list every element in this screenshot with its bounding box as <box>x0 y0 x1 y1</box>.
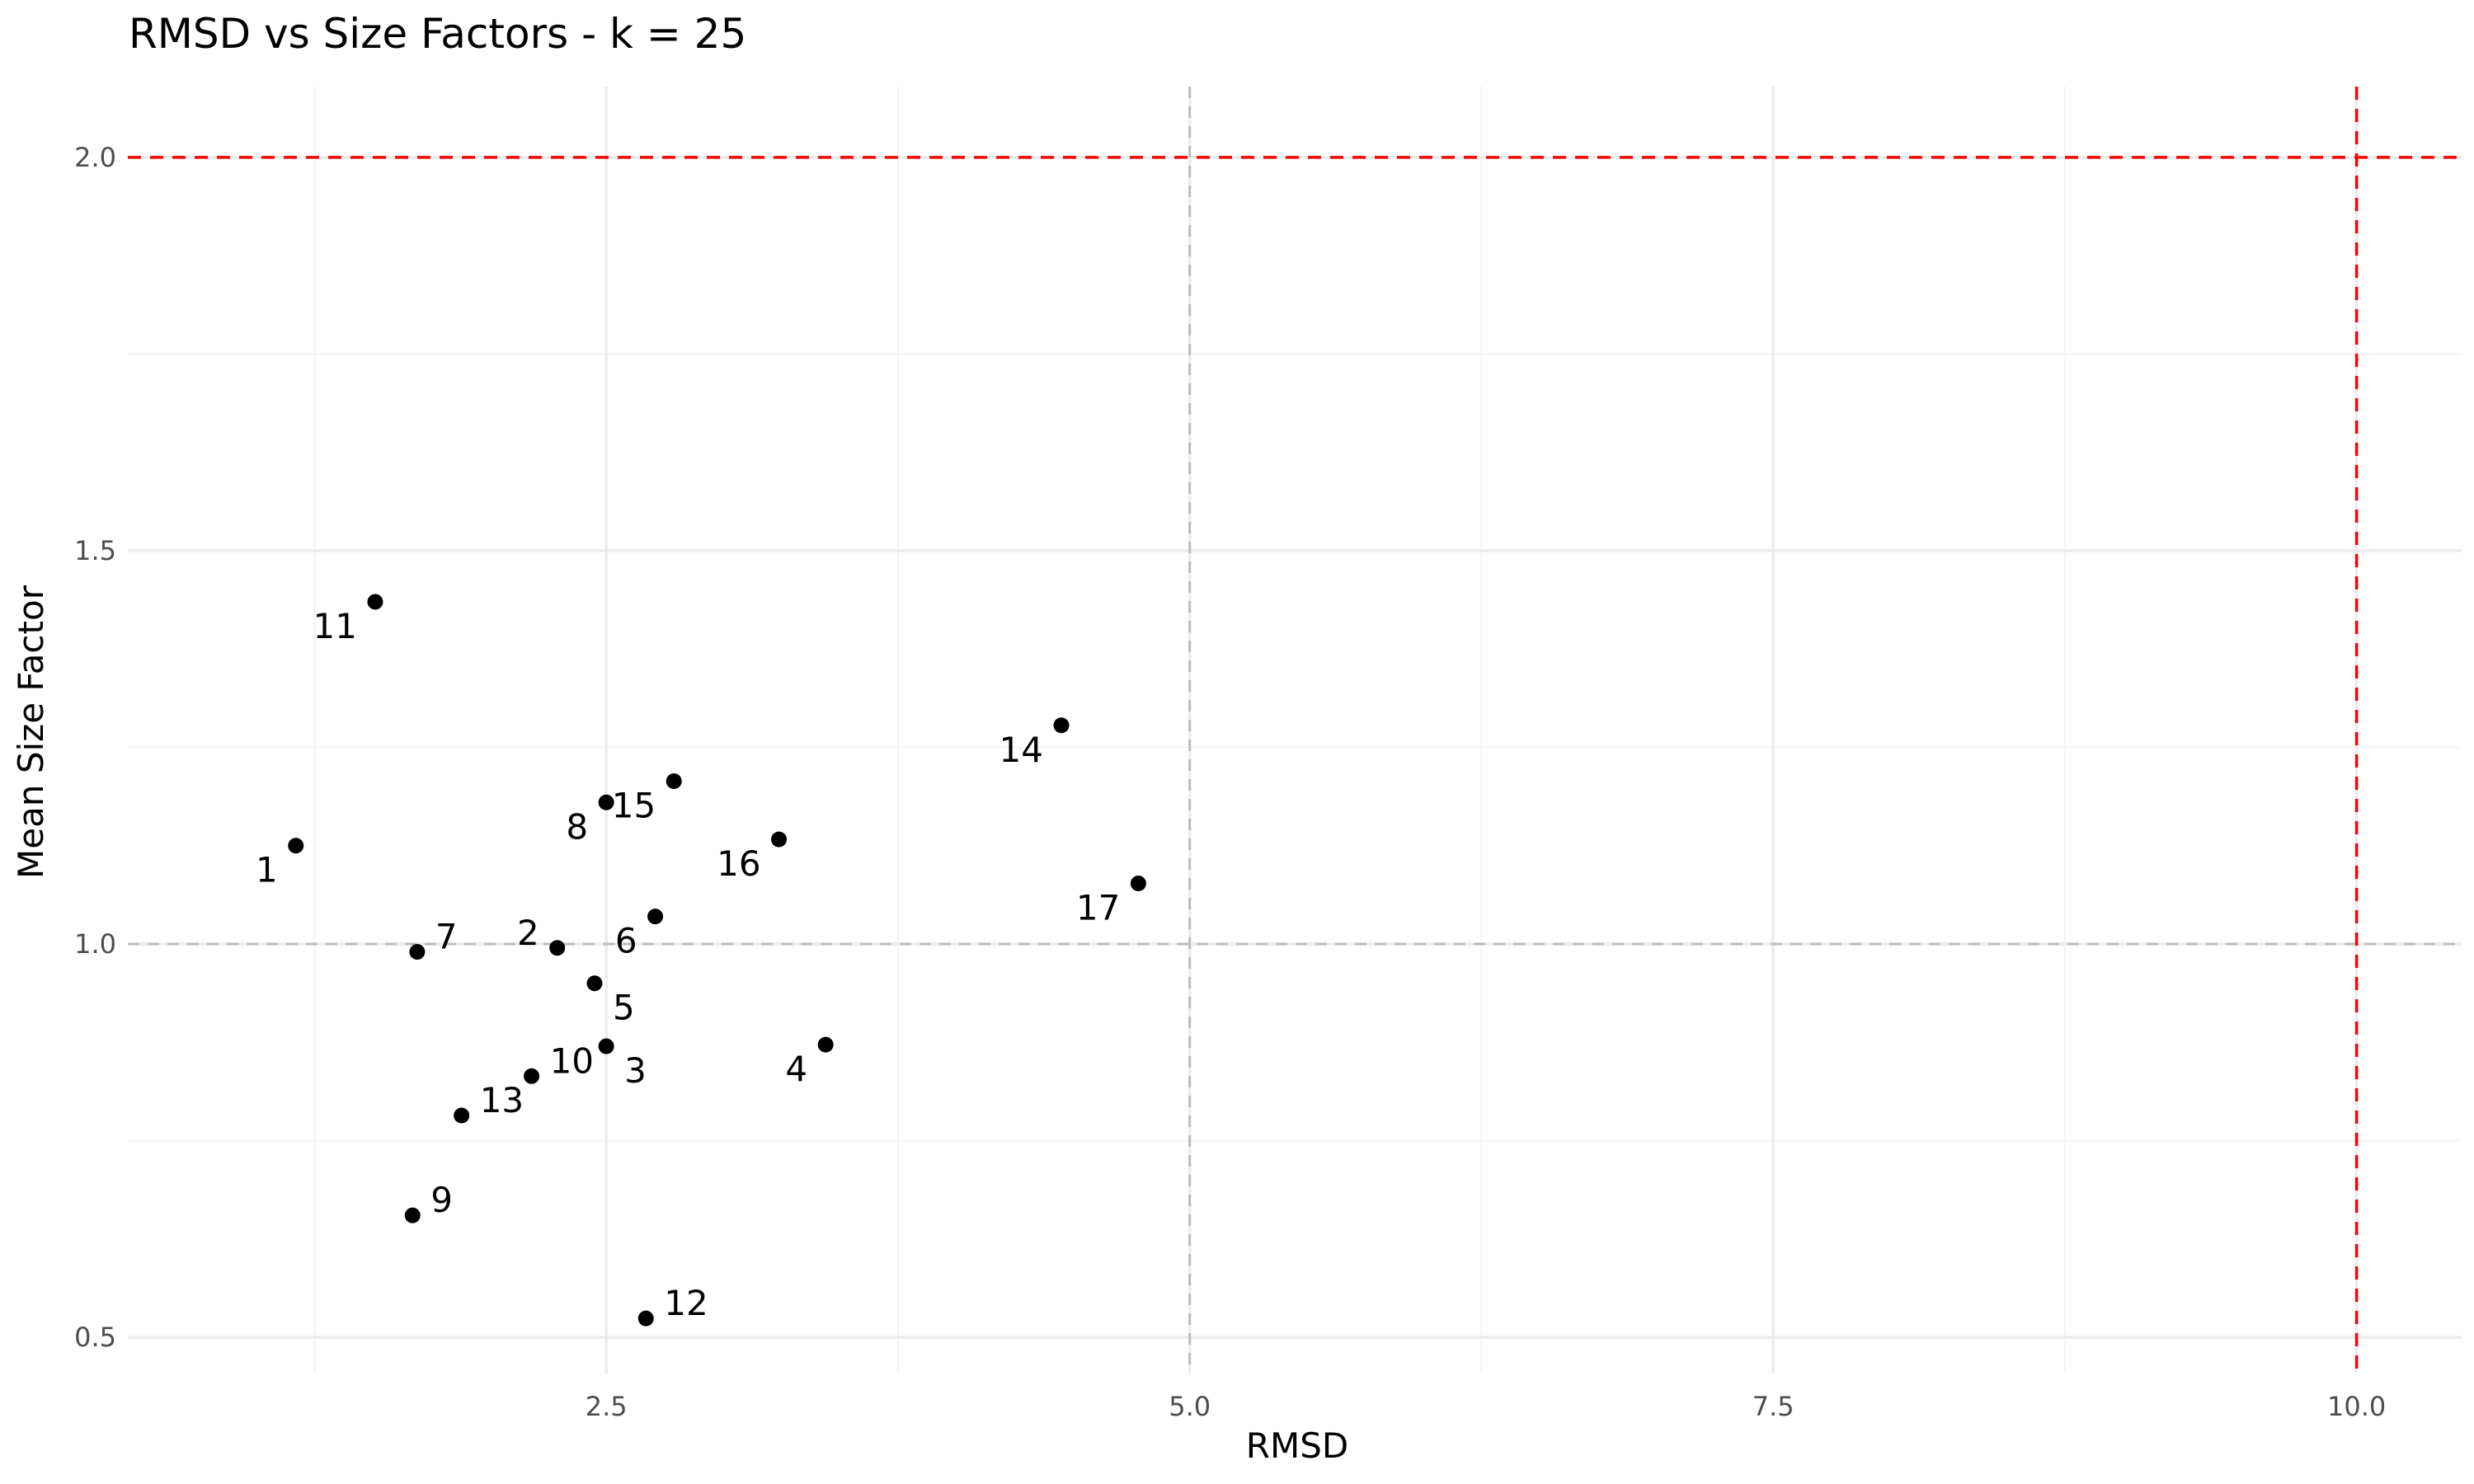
data-point <box>771 831 788 848</box>
data-point <box>586 975 603 992</box>
point-label: 5 <box>613 988 635 1028</box>
point-label: 4 <box>785 1049 807 1089</box>
x-tick-label: 2.5 <box>586 1391 628 1422</box>
data-point <box>404 1207 421 1223</box>
y-tick-label: 1.5 <box>74 535 116 566</box>
point-label: 17 <box>1076 888 1120 928</box>
point-label: 11 <box>313 606 357 646</box>
point-label: 16 <box>717 843 760 884</box>
chart-title: RMSD vs Size Factors - k = 25 <box>129 10 746 58</box>
x-tick-label: 10.0 <box>2327 1391 2386 1422</box>
point-label: 3 <box>624 1050 647 1091</box>
data-point <box>549 940 566 956</box>
data-point <box>598 1038 614 1054</box>
y-tick-label: 0.5 <box>74 1322 116 1353</box>
x-axis-title: RMSD <box>1246 1425 1348 1466</box>
point-label: 2 <box>517 913 539 953</box>
data-point <box>524 1068 540 1084</box>
point-label: 7 <box>435 917 458 957</box>
point-label: 13 <box>480 1080 524 1120</box>
y-axis-title: Mean Size Factor <box>11 585 51 879</box>
point-label: 10 <box>550 1040 594 1081</box>
data-point <box>367 594 383 610</box>
tick-labels: 2.5 5.0 7.5 10.0 0.5 1.0 1.5 2.0 <box>74 142 2386 1422</box>
point-label: 14 <box>999 730 1043 770</box>
x-tick-label: 7.5 <box>1752 1391 1794 1422</box>
data-point <box>666 773 682 789</box>
point-label: 15 <box>612 785 656 825</box>
data-point <box>637 1310 654 1327</box>
point-label: 9 <box>430 1180 453 1220</box>
data-points <box>288 594 1146 1327</box>
reference-lines <box>128 87 2462 1373</box>
data-point <box>647 909 664 925</box>
data-point <box>598 794 614 810</box>
point-label: 1 <box>256 850 278 890</box>
data-point <box>817 1036 834 1053</box>
data-point <box>1053 717 1070 734</box>
grid-lines <box>128 87 2462 1373</box>
data-point <box>409 944 426 960</box>
data-point <box>454 1107 470 1124</box>
point-label: 8 <box>566 806 588 847</box>
data-point <box>1130 876 1146 892</box>
point-label: 12 <box>664 1283 708 1323</box>
point-label: 6 <box>615 921 637 961</box>
data-point <box>288 838 304 854</box>
x-tick-label: 5.0 <box>1169 1391 1211 1422</box>
y-tick-label: 1.0 <box>74 928 116 960</box>
y-tick-label: 2.0 <box>74 142 116 173</box>
